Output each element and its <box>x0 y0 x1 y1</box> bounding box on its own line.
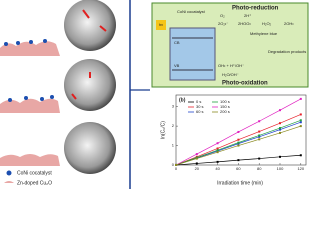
label: Photo-reduction <box>232 6 279 12</box>
point <box>237 138 240 141</box>
point <box>237 130 240 133</box>
point <box>258 157 261 160</box>
point <box>299 154 302 157</box>
point <box>258 135 261 138</box>
point <box>279 128 281 131</box>
micrographs <box>64 0 116 174</box>
point <box>237 159 240 162</box>
chart-label: (b) <box>179 97 186 103</box>
point <box>195 162 198 165</box>
point <box>175 164 177 166</box>
label: CoNi cocatalyst <box>177 9 206 14</box>
legend-label: 150 s <box>220 104 230 109</box>
point <box>258 120 261 123</box>
y-tick-label: 1 <box>172 143 175 148</box>
x-tick-label: 20 <box>195 166 200 171</box>
legend-label: 30 s <box>196 104 204 109</box>
legend-label: 0 s <box>196 99 201 104</box>
chart: (b) Irradiation time (min) ln(C₀/C) 0 20 4… <box>160 94 307 186</box>
x-tick-label: 60 <box>236 166 241 171</box>
left-panel: CoNi cocatalyst Zn-doped Cu₂O <box>0 0 150 189</box>
y-axis-label: ln(C₀/C) <box>160 121 166 139</box>
point <box>279 122 281 125</box>
legend-label: 60 s <box>196 109 204 114</box>
point <box>237 144 240 147</box>
label: H₂O/OH⁻ <box>222 72 239 77</box>
x-tick-label: 0 <box>175 166 178 171</box>
point <box>299 121 302 124</box>
label: Photo-oxidation <box>222 81 268 87</box>
point <box>195 157 198 160</box>
figure: CoNi cocatalyst Zn-doped Cu₂O hν CoNi co… <box>0 0 309 189</box>
point <box>216 160 219 163</box>
x-tick-label: 80 <box>257 166 262 171</box>
legend-label: 100 s <box>220 99 230 104</box>
point <box>299 97 302 100</box>
point <box>237 141 240 144</box>
point <box>258 138 261 141</box>
point <box>195 153 198 156</box>
point <box>299 125 302 128</box>
label: 2O₂•⁻ <box>218 21 228 26</box>
label: H₂O₂ <box>262 21 272 26</box>
point <box>216 147 219 150</box>
x-tick-label: 120 <box>297 166 304 171</box>
point <box>299 119 302 122</box>
legend-label: CoNi cocatalyst <box>17 170 52 176</box>
point <box>279 109 281 112</box>
point <box>216 149 219 152</box>
point <box>279 127 281 130</box>
label: O₂ <box>220 13 225 18</box>
point <box>299 113 302 116</box>
x-tick-label: 100 <box>277 166 284 171</box>
label: 2H⁺ <box>244 13 251 18</box>
point <box>216 142 219 145</box>
point <box>258 134 261 137</box>
label: Methylene blue <box>250 31 278 36</box>
point <box>258 130 261 133</box>
y-tick-label: 3 <box>172 104 175 109</box>
legend-label: Zn-doped Cu₂O <box>17 180 52 186</box>
label: OH• + H⁺/OH⁻ <box>218 63 244 68</box>
label: 2OH• <box>284 21 294 26</box>
label: 2HOO• <box>238 21 251 26</box>
x-tick-label: 40 <box>215 166 220 171</box>
x-axis-label: Irradiation time (min) <box>217 180 263 186</box>
y-tick-label: 0 <box>172 162 175 167</box>
legend-label: 200 s <box>220 109 230 114</box>
point <box>279 131 281 134</box>
point <box>279 155 281 158</box>
diagram: hν CoNi cocatalyst CB VB Photo-reduction… <box>151 2 309 88</box>
layer <box>0 39 60 183</box>
label: VB <box>174 63 180 68</box>
light: hν <box>159 22 163 27</box>
label: Degradation products <box>268 49 306 54</box>
y-tick-label: 2 <box>172 123 175 128</box>
point <box>216 151 219 154</box>
label: CB <box>174 40 180 45</box>
